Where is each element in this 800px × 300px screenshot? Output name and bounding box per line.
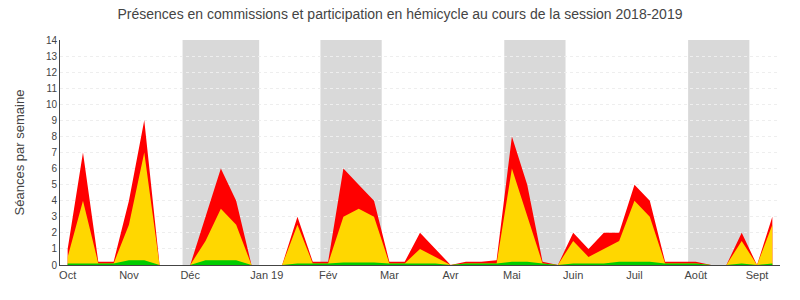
svg-text:4: 4 — [51, 195, 57, 206]
svg-text:3: 3 — [51, 211, 57, 222]
svg-text:0: 0 — [51, 260, 57, 271]
svg-text:Séances par semaine: Séances par semaine — [12, 90, 27, 216]
svg-text:12: 12 — [46, 67, 58, 78]
svg-text:13: 13 — [46, 51, 58, 62]
svg-text:Juil: Juil — [626, 269, 643, 281]
svg-text:10: 10 — [46, 99, 58, 110]
svg-text:Déc: Déc — [180, 269, 200, 281]
svg-text:11: 11 — [47, 83, 58, 94]
svg-text:Fév: Fév — [319, 269, 338, 281]
svg-text:Août: Août — [684, 269, 707, 281]
svg-text:Présences en commissions et pa: Présences en commissions et participatio… — [118, 6, 683, 22]
svg-text:Juin: Juin — [563, 269, 583, 281]
svg-text:5: 5 — [51, 179, 57, 190]
svg-text:9: 9 — [51, 115, 57, 126]
svg-text:Mar: Mar — [380, 269, 399, 281]
svg-text:8: 8 — [51, 131, 57, 142]
svg-text:Jan 19: Jan 19 — [250, 269, 283, 281]
svg-text:1: 1 — [51, 243, 57, 254]
svg-text:Sept: Sept — [746, 269, 769, 281]
svg-text:6: 6 — [51, 163, 57, 174]
svg-text:Avr: Avr — [442, 269, 459, 281]
svg-text:2: 2 — [51, 227, 57, 238]
svg-text:Mai: Mai — [503, 269, 521, 281]
svg-text:Nov: Nov — [119, 269, 139, 281]
svg-text:14: 14 — [46, 35, 58, 46]
svg-text:Oct: Oct — [59, 269, 76, 281]
svg-text:7: 7 — [51, 147, 57, 158]
